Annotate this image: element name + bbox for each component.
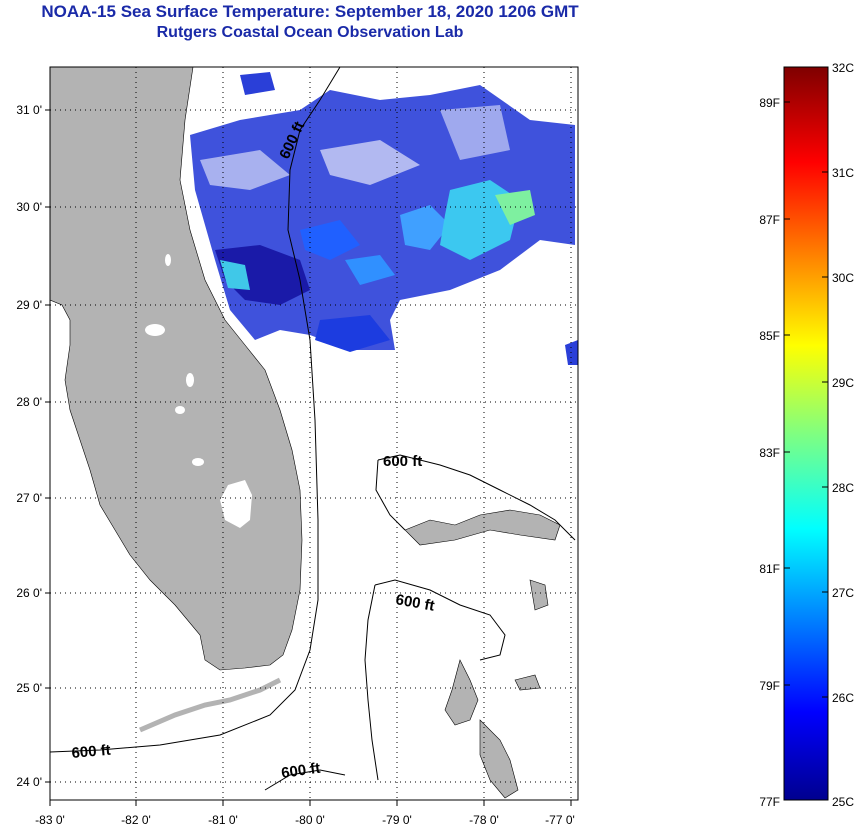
lat-label: 27 0' — [16, 491, 42, 505]
map-subtitle: Rutgers Coastal Ocean Observation Lab — [156, 24, 464, 41]
inland-lakes — [145, 254, 204, 466]
bahamas-islands — [404, 509, 561, 799]
fahrenheit-label: 81F — [759, 562, 780, 576]
celsius-label: 31C — [832, 166, 854, 180]
colorbar-celsius-labels: 32C 31C 30C 29C 28C 27C 26C 25C — [832, 61, 854, 809]
lat-label: 31 0' — [16, 103, 42, 117]
lon-label: -82 0' — [121, 813, 151, 827]
lat-label: 26 0' — [16, 586, 42, 600]
map-frame — [49, 66, 579, 801]
latitude-labels: 31 0' 30 0' 29 0' 28 0' 27 0' 26 0' 25 0… — [16, 103, 42, 789]
lat-label: 24 0' — [16, 775, 42, 789]
lon-label: -81 0' — [208, 813, 238, 827]
colorbar — [783, 66, 829, 801]
fahrenheit-label: 83F — [759, 446, 780, 460]
fahrenheit-label: 85F — [759, 329, 780, 343]
contour-label: 600 ft — [383, 453, 422, 470]
fahrenheit-label: 89F — [759, 96, 780, 110]
florida-keys — [139, 677, 282, 733]
graticule — [50, 67, 578, 800]
lon-label: -77 0' — [545, 813, 575, 827]
lat-label: 28 0' — [16, 395, 42, 409]
longitude-labels: -83 0' -82 0' -81 0' -80 0' -79 0' -78 0… — [35, 813, 575, 827]
sst-data-layer — [190, 72, 578, 365]
lon-label: -83 0' — [35, 813, 65, 827]
colorbar-ticks — [784, 101, 828, 698]
frame-ticks — [45, 109, 572, 806]
lat-label: 25 0' — [16, 681, 42, 695]
lon-label: -79 0' — [382, 813, 412, 827]
celsius-label: 29C — [832, 376, 854, 390]
contour-label: 600 ft — [394, 591, 436, 615]
celsius-label: 25C — [832, 795, 854, 809]
map-title: NOAA-15 Sea Surface Temperature: Septemb… — [41, 2, 579, 21]
colorbar-fahrenheit-labels: 89F 87F 85F 83F 81F 79F 77F — [759, 96, 780, 809]
lat-label: 30 0' — [16, 200, 42, 214]
celsius-label: 28C — [832, 481, 854, 495]
fahrenheit-label: 79F — [759, 679, 780, 693]
lon-label: -78 0' — [469, 813, 499, 827]
contour-label: 600 ft — [280, 760, 321, 782]
bathymetry-contours — [50, 67, 576, 791]
celsius-label: 32C — [832, 61, 854, 75]
celsius-label: 30C — [832, 271, 854, 285]
lon-label: -80 0' — [295, 813, 325, 827]
celsius-label: 27C — [832, 586, 854, 600]
fahrenheit-label: 87F — [759, 213, 780, 227]
lake-okeechobee — [220, 480, 252, 528]
contour-labels: 600 ft 600 ft 600 ft 600 ft 600 ft — [71, 119, 436, 782]
lat-label: 29 0' — [16, 298, 42, 312]
fahrenheit-label: 77F — [759, 795, 780, 809]
contour-label: 600 ft — [71, 742, 112, 762]
celsius-label: 26C — [832, 691, 854, 705]
